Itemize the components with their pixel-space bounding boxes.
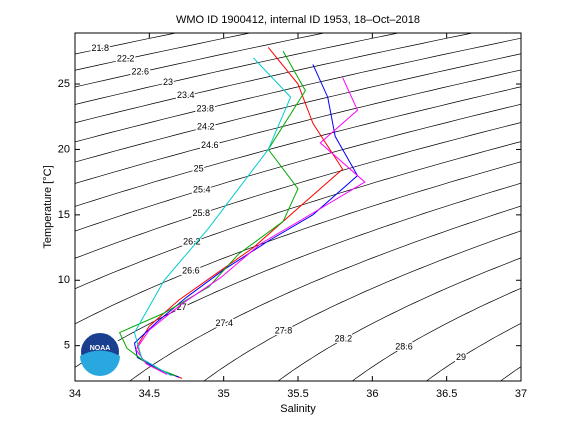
isopycnal-label: 29 (456, 352, 466, 362)
x-tick-label: 35.5 (287, 388, 308, 400)
x-tick-label: 34.5 (139, 388, 160, 400)
isopycnal (75, 161, 521, 325)
isopycnal-label: 24.6 (201, 140, 219, 150)
isopycnal (75, 182, 521, 368)
plot-frame (74, 32, 522, 382)
y-tick-label: 15 (58, 209, 70, 221)
isopycnal-label: 25.8 (193, 208, 211, 218)
logo: NOAA (79, 331, 121, 376)
isopycnal (75, 103, 521, 232)
isopycnal-label: 26.6 (182, 265, 200, 275)
x-tick-label: 34 (69, 388, 81, 400)
x-tick-label: 36 (366, 388, 378, 400)
isopycnal (75, 33, 400, 105)
contours: 21.8 22.2 22.6 23 23.423.8 24.2 24.6 25 25.4 25.8… (75, 33, 521, 381)
isopycnal (277, 257, 521, 381)
y-axis-label: Temperature [°C] (42, 165, 54, 248)
isopycnal (203, 230, 521, 381)
y-tick-label: 20 (58, 143, 70, 155)
isopycnal-label: 24.2 (197, 122, 215, 132)
isopycnal-label: 27.8 (275, 326, 293, 336)
x-tick-label: 37 (515, 388, 527, 400)
isopycnal (75, 69, 521, 184)
isopycnal (75, 141, 521, 290)
isopycnal (75, 53, 521, 163)
isopycnal-label: 22.2 (117, 54, 135, 64)
isopycnal (351, 287, 521, 381)
isopycnal (75, 122, 521, 259)
profile-line (135, 77, 366, 375)
y-tick-label: 25 (58, 78, 70, 90)
isopycnal-label: 25.4 (193, 184, 211, 194)
x-axis-label: Salinity (280, 403, 316, 415)
y-tick-label: 5 (64, 340, 70, 352)
x-tick-label: 35 (218, 388, 230, 400)
isopycnal (129, 205, 521, 381)
isopycnal-label: 23 (163, 77, 173, 87)
profiles (118, 47, 366, 379)
isopycnal-label: 23.4 (177, 90, 195, 100)
x-tick-label: 36.5 (436, 388, 457, 400)
logo-wave (80, 350, 120, 376)
isopycnal-label: 28.2 (335, 334, 353, 344)
isopycnal (75, 33, 326, 88)
isopycnal (75, 33, 475, 124)
y-tick-label: 10 (58, 274, 70, 286)
isopycnal-label: 25 (194, 163, 204, 173)
profile-line (133, 57, 292, 377)
isopycnal-label: 26.2 (183, 237, 201, 247)
isopycnal-label: 23.8 (196, 103, 214, 113)
profile-line (118, 51, 306, 377)
chart-title: WMO ID 1900412, internal ID 1953, 18–Oct… (176, 14, 420, 26)
isopycnal (75, 37, 521, 143)
isopycnal-label: 28.6 (395, 341, 413, 351)
isopycnal-label: 22.6 (131, 67, 149, 77)
isopycnal-label: 27.4 (215, 318, 233, 328)
logo-text: NOAA (90, 345, 111, 352)
isopycnal-label: 21.8 (92, 43, 110, 53)
isopycnal (425, 322, 521, 381)
